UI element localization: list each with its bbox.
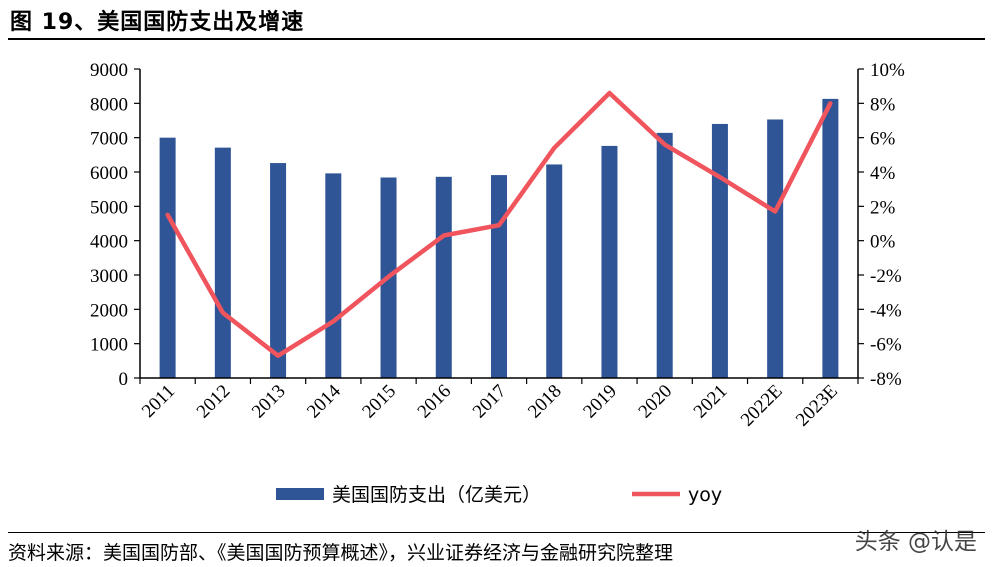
bar-2016 <box>435 176 452 378</box>
yoy-point-2019 <box>608 92 610 94</box>
right-tick-label: 2% <box>870 197 896 218</box>
right-tick-label: -2% <box>870 266 902 287</box>
yoy-point-2022E <box>774 210 776 212</box>
left-tick-label: 5000 <box>90 197 128 218</box>
right-tick-label: 10% <box>870 60 905 81</box>
yoy-point-2021 <box>719 176 721 178</box>
x-tick-label: 2012 <box>193 381 235 423</box>
right-tick-label: -6% <box>870 335 902 356</box>
bar-2011 <box>159 137 176 378</box>
right-tick-label: 4% <box>870 163 896 184</box>
x-tick-label: 2023E <box>792 381 842 431</box>
source-divider <box>8 532 985 533</box>
yoy-point-2023E <box>829 102 831 104</box>
x-tick-label: 2022E <box>737 381 787 431</box>
legend-swatch-bar <box>276 488 324 500</box>
bar-2012 <box>214 147 231 378</box>
legend-label-line: yoy <box>688 484 722 506</box>
x-tick-label: 2015 <box>358 381 400 423</box>
bar-2019 <box>601 145 618 378</box>
yoy-point-2020 <box>664 144 666 146</box>
bar-2021 <box>711 123 728 378</box>
yoy-point-2017 <box>498 224 500 226</box>
page-title: 图 19、美国国防支出及增速 <box>10 10 305 35</box>
yoy-point-2016 <box>443 235 445 237</box>
yoy-point-2018 <box>553 147 555 149</box>
left-tick-label: 8000 <box>90 94 128 115</box>
left-tick-label: 2000 <box>90 300 128 321</box>
left-tick-label: 3000 <box>90 266 128 287</box>
yoy-point-2015 <box>388 276 390 278</box>
right-tick-label: 6% <box>870 129 896 150</box>
bar-2017 <box>491 175 507 378</box>
x-tick-label: 2013 <box>248 381 290 423</box>
x-tick-label: 2017 <box>469 381 511 423</box>
right-tick-label: -4% <box>870 300 902 321</box>
x-tick-label: 2018 <box>524 381 566 423</box>
bar-2020 <box>656 132 673 378</box>
yoy-point-2011 <box>167 214 169 216</box>
legend: 美国国防支出（亿美元） yoy <box>276 484 722 506</box>
left-tick-label: 1000 <box>90 335 128 356</box>
yoy-line-group <box>165 90 833 358</box>
legend-label-bar: 美国国防支出（亿美元） <box>332 484 541 506</box>
x-tick-label: 2016 <box>414 381 456 423</box>
left-tick-label: 6000 <box>90 163 128 184</box>
left-tick-label: 4000 <box>90 232 128 253</box>
watermark: 头条 @认是 <box>854 529 977 555</box>
x-tick-label: 2021 <box>690 381 732 423</box>
x-tick-label: 2020 <box>635 381 677 423</box>
bar-2013 <box>270 163 287 378</box>
axes-group <box>134 68 864 384</box>
yoy-point-2013 <box>277 355 279 357</box>
right-tick-label: -8% <box>870 369 902 390</box>
title-divider <box>8 38 985 40</box>
left-tick-label: 9000 <box>90 60 128 81</box>
left-tick-label: 7000 <box>90 129 128 150</box>
yoy-point-2012 <box>222 312 224 314</box>
yoy-point-2014 <box>332 320 334 322</box>
bar-2022E <box>767 119 784 378</box>
bar-2018 <box>546 164 563 378</box>
x-tick-label: 2014 <box>303 380 345 422</box>
bars-group <box>159 98 839 379</box>
x-tick-label: 2011 <box>138 381 179 422</box>
right-tick-label: 8% <box>870 94 896 115</box>
bar-2023E <box>822 98 839 379</box>
bar-2014 <box>325 173 342 378</box>
x-tick-label: 2019 <box>579 381 621 423</box>
left-tick-label: 0 <box>119 369 129 390</box>
chart: 0 1000 2000 3000 4000 5000 6000 7000 8000 9000 -8%… <box>90 60 905 506</box>
source-note: 资料来源：美国国防部、《美国国防预算概述》，兴业证券经济与金融研究院整理 <box>8 542 674 564</box>
right-tick-label: 0% <box>870 232 896 253</box>
